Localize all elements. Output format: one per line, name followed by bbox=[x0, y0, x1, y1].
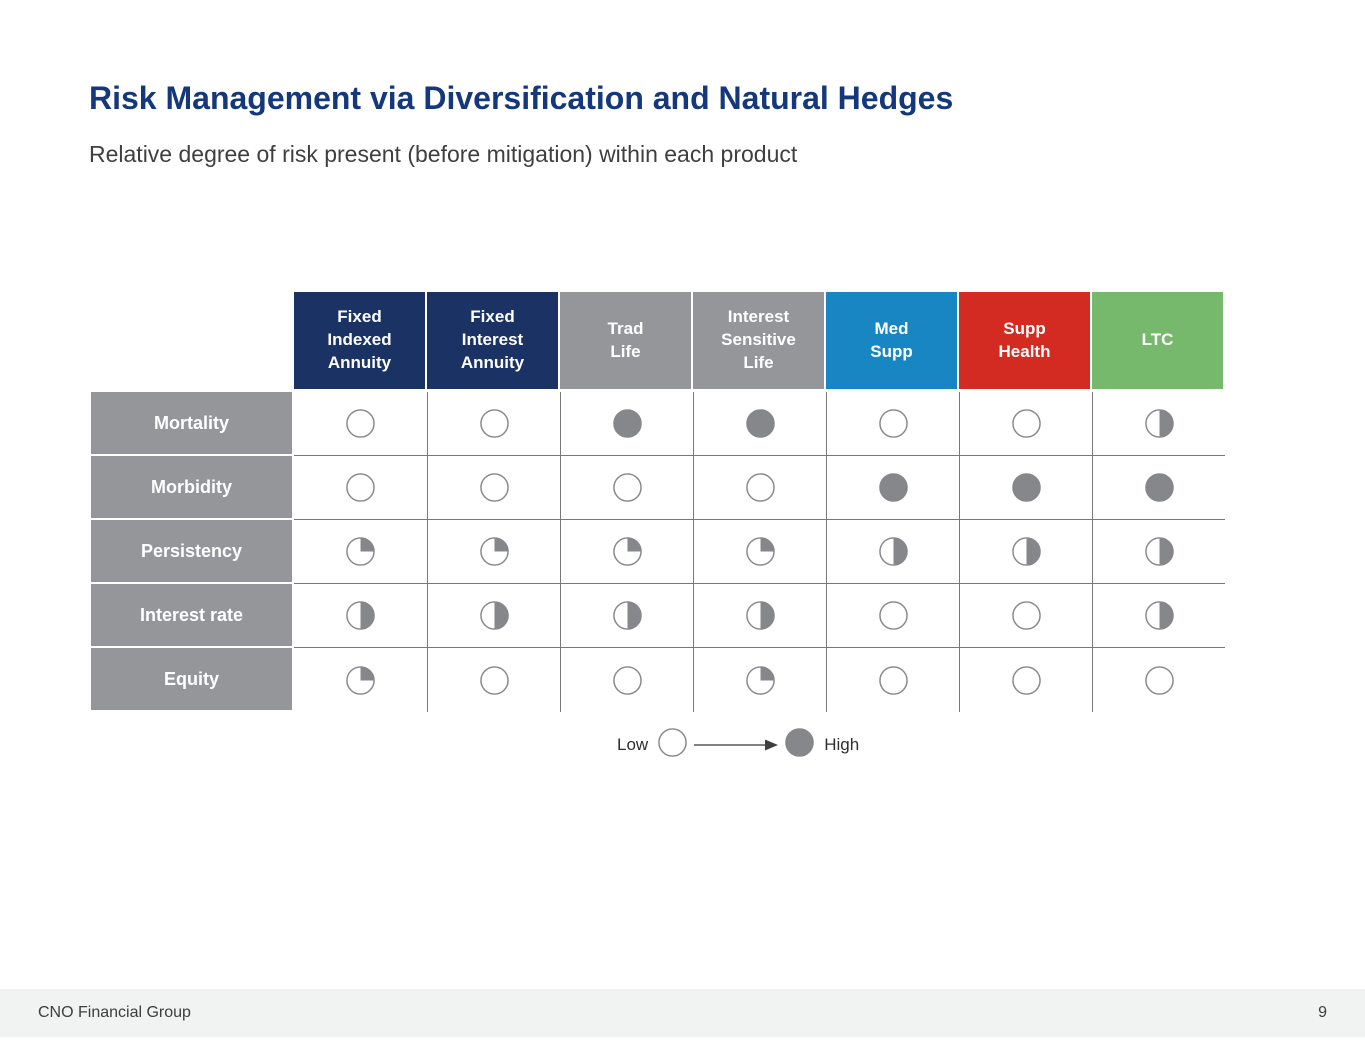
harvey-ball-half-icon bbox=[294, 584, 427, 647]
row-label: Persistency bbox=[91, 520, 292, 582]
harvey-ball-quarter-icon bbox=[693, 520, 826, 583]
row-cells bbox=[294, 456, 1225, 520]
column-header-6: Supp Health bbox=[959, 292, 1090, 389]
legend-arrow-icon bbox=[693, 738, 779, 752]
harvey-ball-empty-icon bbox=[294, 456, 427, 519]
harvey-ball-empty-icon bbox=[826, 584, 959, 647]
column-header-row: Fixed Indexed Annuity Fixed Interest Annu… bbox=[91, 292, 1225, 389]
harvey-ball-half-icon bbox=[1092, 392, 1225, 455]
row-cells bbox=[294, 520, 1225, 584]
footer-bar: CNO Financial Group 9 bbox=[0, 989, 1365, 1037]
harvey-ball-empty-icon bbox=[826, 648, 959, 712]
harvey-ball-empty-icon bbox=[427, 456, 560, 519]
footer-company: CNO Financial Group bbox=[38, 1004, 191, 1021]
table-row: Interest rate bbox=[91, 584, 1225, 648]
harvey-ball-half-icon bbox=[826, 520, 959, 583]
header-spacer bbox=[91, 292, 292, 389]
harvey-ball-empty-icon bbox=[959, 392, 1092, 455]
harvey-ball-quarter-icon bbox=[427, 520, 560, 583]
harvey-ball-empty-icon bbox=[294, 392, 427, 455]
legend-high-ball bbox=[784, 727, 815, 763]
row-label: Morbidity bbox=[91, 456, 292, 518]
harvey-ball-empty-icon bbox=[427, 648, 560, 712]
column-header-2: Fixed Interest Annuity bbox=[427, 292, 558, 389]
legend-low-ball bbox=[657, 727, 688, 763]
harvey-ball-empty-icon bbox=[560, 648, 693, 712]
row-label: Mortality bbox=[91, 392, 292, 454]
harvey-ball-quarter-icon bbox=[294, 648, 427, 712]
footer-page-number: 9 bbox=[1318, 1004, 1327, 1021]
column-header-5: Med Supp bbox=[826, 292, 957, 389]
table-row: Equity bbox=[91, 648, 1225, 712]
harvey-ball-quarter-icon bbox=[560, 520, 693, 583]
harvey-ball-empty-icon bbox=[427, 392, 560, 455]
harvey-ball-half-icon bbox=[1092, 520, 1225, 583]
harvey-ball-full-icon bbox=[826, 456, 959, 519]
column-header-7: LTC bbox=[1092, 292, 1223, 389]
harvey-ball-half-icon bbox=[693, 584, 826, 647]
legend: Low High bbox=[617, 727, 859, 763]
row-label: Interest rate bbox=[91, 584, 292, 646]
harvey-ball-full-icon bbox=[693, 392, 826, 455]
page-subtitle: Relative degree of risk present (before … bbox=[89, 141, 798, 167]
harvey-ball-empty-icon bbox=[560, 456, 693, 519]
table-body: Mortality Morbidity Persistency Interest ra… bbox=[91, 392, 1225, 712]
column-header-1: Fixed Indexed Annuity bbox=[294, 292, 425, 389]
row-label: Equity bbox=[91, 648, 292, 710]
legend-low-label: Low bbox=[617, 735, 649, 754]
column-header-4: Interest Sensitive Life bbox=[693, 292, 824, 389]
row-cells bbox=[294, 648, 1225, 712]
column-header-3: Trad Life bbox=[560, 292, 691, 389]
page-title: Risk Management via Diversification and … bbox=[89, 80, 954, 116]
table-row: Morbidity bbox=[91, 456, 1225, 520]
table-row: Mortality bbox=[91, 392, 1225, 456]
harvey-ball-half-icon bbox=[1092, 584, 1225, 647]
harvey-ball-empty-icon bbox=[693, 456, 826, 519]
harvey-ball-full-icon bbox=[1092, 456, 1225, 519]
row-cells bbox=[294, 392, 1225, 456]
risk-matrix-table: Fixed Indexed Annuity Fixed Interest Annu… bbox=[91, 292, 1225, 712]
harvey-ball-half-icon bbox=[560, 584, 693, 647]
table-row: Persistency bbox=[91, 520, 1225, 584]
legend-high-label: High bbox=[824, 735, 860, 754]
row-cells bbox=[294, 584, 1225, 648]
harvey-ball-empty-icon bbox=[826, 392, 959, 455]
harvey-ball-half-icon bbox=[427, 584, 560, 647]
harvey-ball-empty-icon bbox=[959, 584, 1092, 647]
harvey-ball-empty-icon bbox=[1092, 648, 1225, 712]
harvey-ball-quarter-icon bbox=[693, 648, 826, 712]
harvey-ball-full-icon bbox=[959, 456, 1092, 519]
harvey-ball-full-icon bbox=[560, 392, 693, 455]
harvey-ball-empty-icon bbox=[959, 648, 1092, 712]
harvey-ball-half-icon bbox=[959, 520, 1092, 583]
harvey-ball-quarter-icon bbox=[294, 520, 427, 583]
